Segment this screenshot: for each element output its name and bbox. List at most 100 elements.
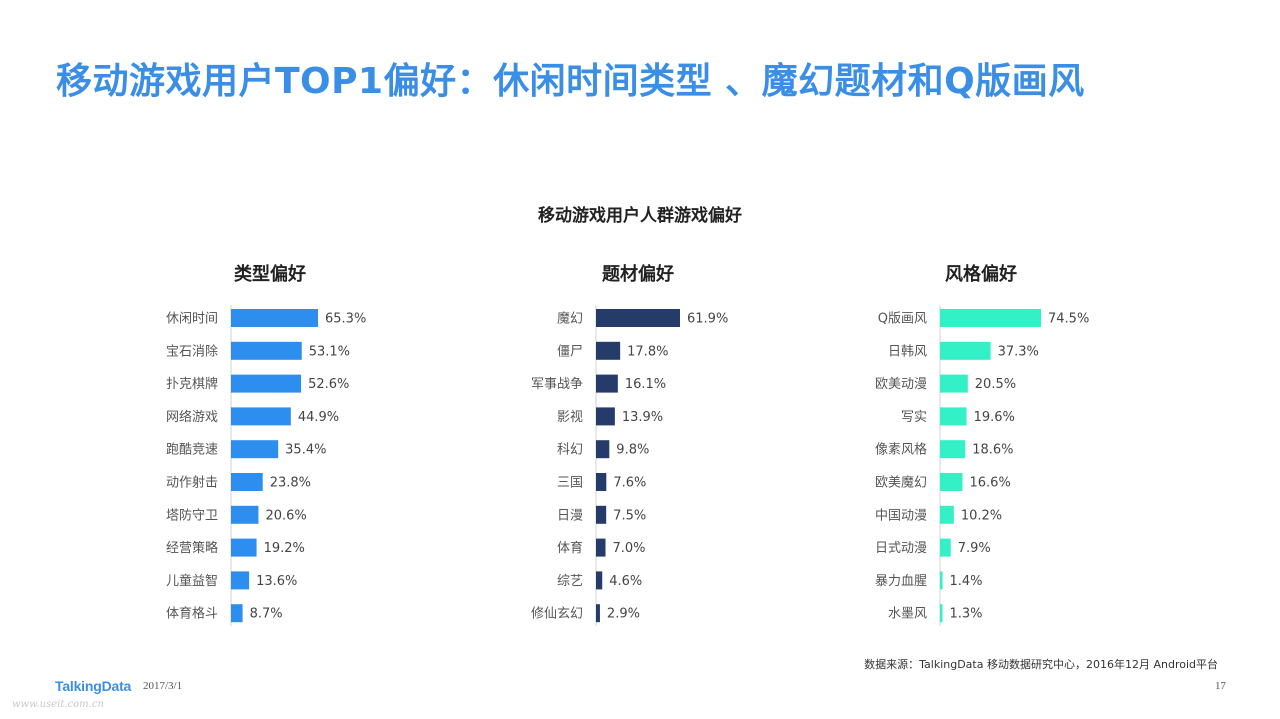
value-label: 74.5%	[1048, 312, 1089, 327]
value-label: 7.5%	[613, 508, 646, 523]
brand-logo: TalkingData	[55, 678, 132, 694]
category-label: 科幻	[557, 443, 583, 458]
value-label: 2.9%	[607, 607, 640, 622]
bar	[231, 440, 279, 459]
bar	[231, 407, 291, 426]
bar	[596, 473, 607, 491]
value-label: 20.6%	[265, 508, 306, 523]
bar	[596, 505, 607, 524]
value-label: 9.8%	[616, 443, 649, 458]
category-label: 综艺	[557, 574, 583, 589]
category-label: 跑酷竞速	[166, 442, 218, 458]
bar	[231, 341, 302, 360]
bar	[940, 505, 954, 524]
category-label: 日韩风	[888, 344, 927, 359]
bar	[940, 604, 943, 623]
bar	[596, 538, 606, 557]
category-label: 僵尸	[557, 344, 583, 359]
value-label: 61.9%	[687, 312, 728, 327]
value-label: 13.6%	[256, 574, 297, 589]
value-label: 16.6%	[970, 476, 1011, 491]
value-label: 44.9%	[298, 410, 339, 425]
value-label: 7.9%	[958, 541, 991, 556]
category-label: 日式动漫	[875, 541, 927, 556]
bar	[596, 440, 610, 459]
category-label: 像素风格	[875, 442, 927, 458]
value-label: 20.5%	[975, 377, 1016, 392]
category-label: 欧美动漫	[875, 377, 927, 392]
category-label: 经营策略	[166, 540, 218, 556]
category-label: 儿童益智	[166, 573, 218, 589]
category-label: 日漫	[557, 508, 583, 523]
category-label: 体育格斗	[166, 606, 218, 622]
bar	[940, 309, 1041, 327]
bar	[231, 309, 318, 327]
bar	[940, 374, 968, 393]
value-label: 19.2%	[264, 541, 305, 556]
category-label: 三国	[557, 476, 583, 491]
category-label: 宝石消除	[166, 344, 218, 359]
bar	[940, 538, 951, 557]
bar	[231, 374, 302, 393]
bar	[596, 374, 618, 393]
category-label: 体育	[557, 540, 583, 556]
value-label: 52.6%	[308, 377, 349, 392]
value-label: 7.6%	[613, 476, 646, 491]
bar	[596, 407, 615, 426]
value-label: 37.3%	[998, 344, 1039, 359]
category-label: 动作射击	[166, 475, 218, 491]
bar	[596, 309, 680, 327]
value-label: 35.4%	[285, 443, 326, 458]
value-label: 19.6%	[974, 410, 1015, 425]
category-label: 暴力血腥	[875, 574, 927, 589]
bar	[231, 538, 257, 557]
value-label: 17.8%	[627, 344, 668, 359]
bar	[231, 571, 250, 590]
watermark: www.useit.com.cn	[12, 699, 104, 710]
panel-title-theme: 题材偏好	[602, 264, 674, 285]
bar	[940, 473, 963, 491]
page-title: 移动游戏用户TOP1偏好：休闲时间类型 、魔幻题材和Q版画风	[56, 61, 1085, 102]
category-label: 休闲时间	[166, 312, 218, 327]
category-label: 写实	[901, 410, 927, 425]
chart-title: 移动游戏用户人群游戏偏好	[538, 206, 742, 226]
category-label: 修仙玄幻	[531, 607, 583, 622]
category-label: 影视	[557, 410, 583, 425]
value-label: 4.6%	[609, 574, 642, 589]
bar	[596, 571, 603, 590]
value-label: 18.6%	[972, 443, 1013, 458]
bar	[940, 440, 966, 459]
value-label: 8.7%	[250, 607, 283, 622]
bar	[940, 407, 967, 426]
panel-title-style: 风格偏好	[945, 264, 1017, 285]
category-label: 魔幻	[557, 312, 583, 327]
value-label: 16.1%	[625, 377, 666, 392]
value-label: 53.1%	[309, 344, 350, 359]
value-label: 1.4%	[950, 574, 983, 589]
value-label: 13.9%	[622, 410, 663, 425]
bar	[596, 604, 600, 623]
panel-title-type: 类型偏好	[234, 264, 306, 285]
category-label: 扑克棋牌	[166, 376, 218, 392]
bar	[231, 473, 263, 491]
bar	[596, 341, 621, 360]
bar	[940, 571, 943, 590]
category-label: 欧美魔幻	[875, 476, 927, 491]
value-label: 65.3%	[325, 312, 366, 327]
value-label: 1.3%	[950, 607, 983, 622]
value-label: 7.0%	[612, 541, 645, 556]
value-label: 10.2%	[961, 508, 1002, 523]
category-label: 网络游戏	[166, 409, 218, 425]
report-date: 2017/3/1	[143, 680, 183, 692]
bar	[231, 505, 259, 524]
category-label: Q版画风	[878, 312, 927, 327]
category-label: 军事战争	[531, 377, 583, 392]
category-label: 中国动漫	[875, 508, 927, 523]
page-number: 17	[1215, 680, 1226, 692]
bar	[231, 604, 243, 623]
category-label: 水墨风	[888, 607, 927, 622]
bar	[940, 341, 991, 360]
category-label: 塔防守卫	[166, 507, 218, 523]
value-label: 23.8%	[270, 476, 311, 491]
